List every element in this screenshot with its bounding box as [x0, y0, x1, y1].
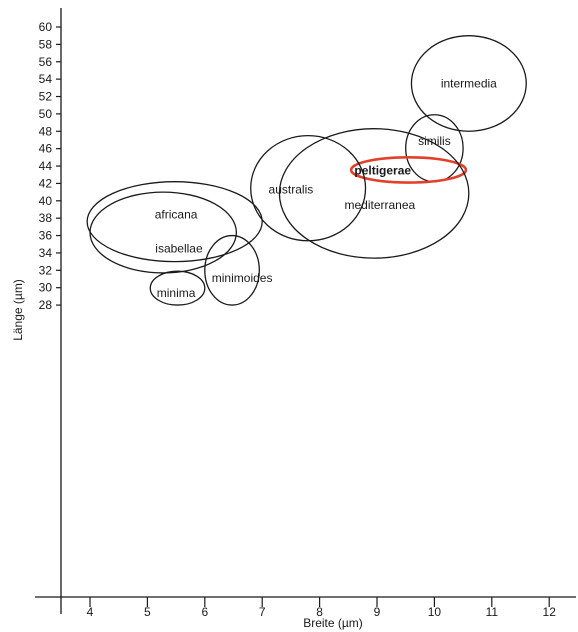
intermedia-label: intermedia	[441, 76, 497, 90]
x-tick-label: 10	[428, 605, 442, 619]
y-tick-label: 32	[39, 263, 53, 277]
peltigerae-ellipse	[349, 156, 468, 184]
intermedia-ellipse	[410, 35, 527, 132]
y-tick-label: 50	[39, 107, 53, 121]
y-tick-label: 58	[39, 37, 53, 51]
y-tick-label: 28	[39, 298, 53, 312]
ticks: 4 5 6 7 8 9 10 11 122830323436384042444648505254…	[39, 20, 557, 619]
y-tick-label: 30	[39, 281, 53, 295]
y-tick-label: 36	[39, 229, 53, 243]
y-tick-label: 56	[39, 55, 53, 69]
x-tick-label: 9	[374, 605, 381, 619]
ellipses	[86, 35, 527, 306]
y-tick-label: 38	[39, 211, 53, 225]
minimoides-ellipse	[204, 234, 260, 306]
x-tick-label: 4	[87, 605, 94, 619]
y-tick-label: 34	[39, 246, 53, 260]
y-tick-label: 60	[39, 20, 53, 34]
x-tick-label: 8	[316, 605, 323, 619]
axes	[35, 8, 576, 614]
x-tick-label: 6	[201, 605, 208, 619]
y-tick-label: 46	[39, 142, 53, 156]
similis-ellipse	[405, 114, 464, 183]
y-tick-label: 44	[39, 159, 53, 173]
x-tick-label: 11	[486, 605, 499, 619]
minima-ellipse	[149, 270, 206, 306]
minima-label: minima	[157, 286, 196, 300]
mediterranea-label: mediterranea	[345, 198, 416, 212]
ellipse-labels: intermedia similis peltigerae mediterranea a…	[155, 76, 497, 299]
mediterranea-ellipse	[278, 128, 470, 259]
isabellae-label: isabellae	[155, 242, 203, 256]
y-tick-label: 42	[39, 176, 53, 190]
x-tick-label: 5	[144, 605, 151, 619]
x-tick-label: 7	[259, 605, 266, 619]
y-tick-label: 48	[39, 124, 53, 138]
y-axis-title: Länge (µm)	[11, 279, 25, 341]
y-tick-label: 52	[39, 90, 53, 104]
similis-label: similis	[418, 134, 451, 148]
africana-ellipse	[86, 181, 263, 263]
x-tick-label: 12	[543, 605, 557, 619]
minimoides-label: minimoides	[212, 271, 273, 285]
x-axis-title: Breite (µm)	[303, 616, 363, 630]
y-tick-label: 54	[39, 72, 53, 86]
africana-label: africana	[155, 208, 198, 222]
isabellae-ellipse	[89, 191, 238, 274]
australis-ellipse	[250, 134, 367, 242]
australis-label: australis	[269, 183, 314, 197]
peltigerae-label: peltigerae	[354, 163, 411, 177]
y-tick-label: 40	[39, 194, 53, 208]
